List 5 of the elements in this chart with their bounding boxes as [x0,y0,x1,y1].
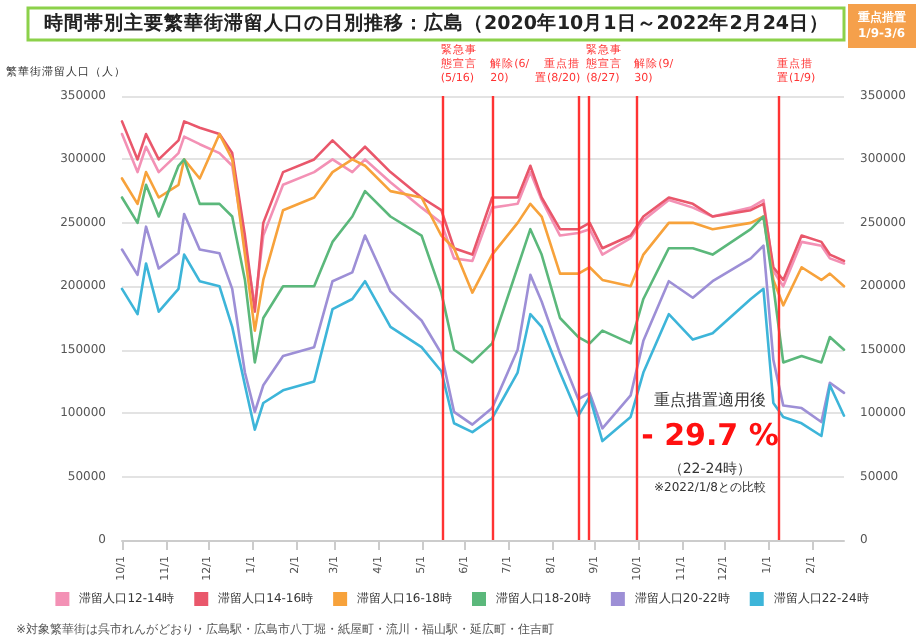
line-series [120,253,846,443]
annotation: 重点措置適用後 [654,391,766,409]
annotation: - 29.7 % [641,417,779,453]
chart-title: 時間帯別主要繁華街滞留人口の日別推移：広島（2020年10月1日～2022年2月24日） [44,11,830,35]
line-series [120,158,846,364]
